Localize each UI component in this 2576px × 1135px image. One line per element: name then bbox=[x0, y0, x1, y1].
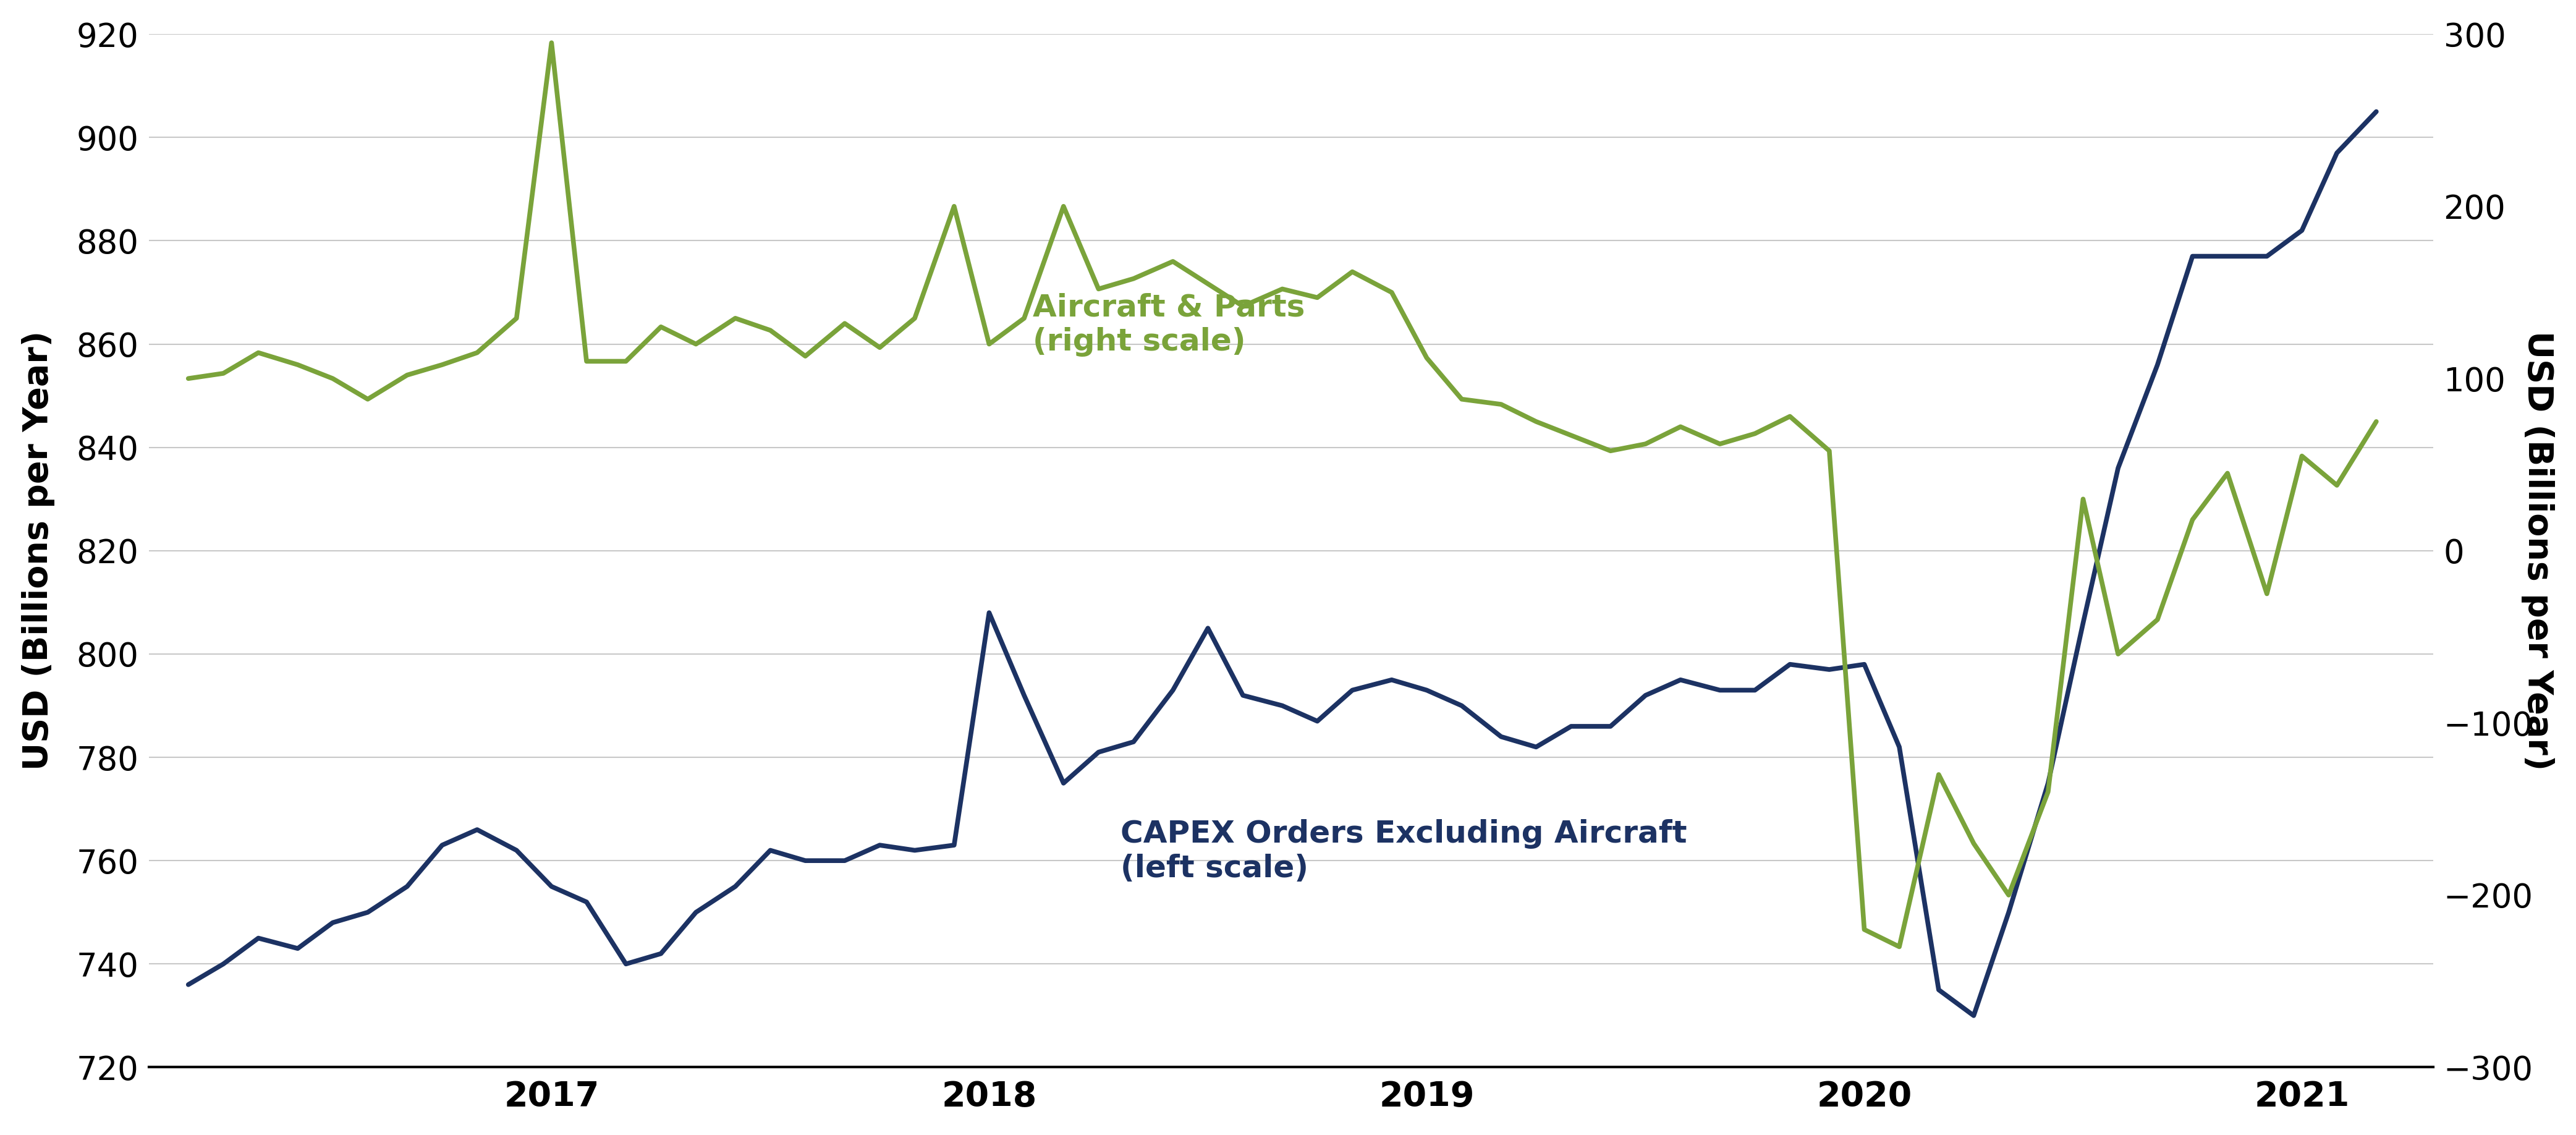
Y-axis label: USD (Billions per Year): USD (Billions per Year) bbox=[2522, 331, 2555, 771]
Text: Aircraft & Parts
(right scale): Aircraft & Parts (right scale) bbox=[1033, 293, 1306, 356]
Y-axis label: USD (Billions per Year): USD (Billions per Year) bbox=[21, 331, 54, 771]
Text: CAPEX Orders Excluding Aircraft
(left scale): CAPEX Orders Excluding Aircraft (left sc… bbox=[1121, 819, 1687, 883]
